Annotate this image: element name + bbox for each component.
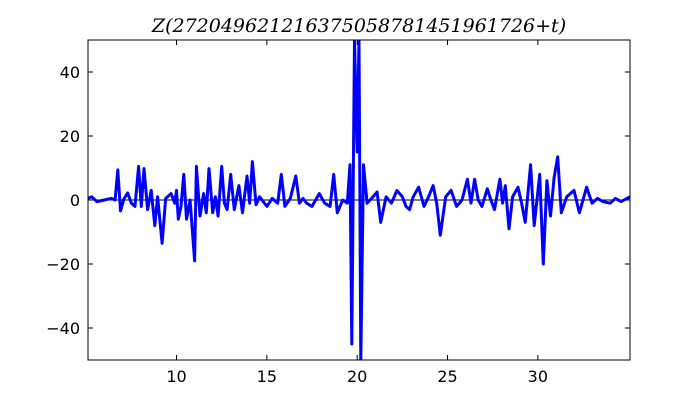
- y-tick-label: 40: [60, 63, 80, 82]
- x-tick-label: 10: [166, 367, 186, 386]
- y-tick-label: −20: [46, 255, 80, 274]
- x-tick-label: 25: [437, 367, 457, 386]
- y-tick-label: 20: [60, 127, 80, 146]
- y-tick-label: −40: [46, 319, 80, 338]
- x-tick-label: 15: [257, 367, 277, 386]
- y-tick-label: 0: [70, 191, 80, 210]
- chart-title: Z(272049621216375058781451961726+t): [151, 15, 566, 37]
- series-line-0: [88, 40, 630, 360]
- x-tick-label: 20: [347, 367, 367, 386]
- x-tick-label: 30: [528, 367, 548, 386]
